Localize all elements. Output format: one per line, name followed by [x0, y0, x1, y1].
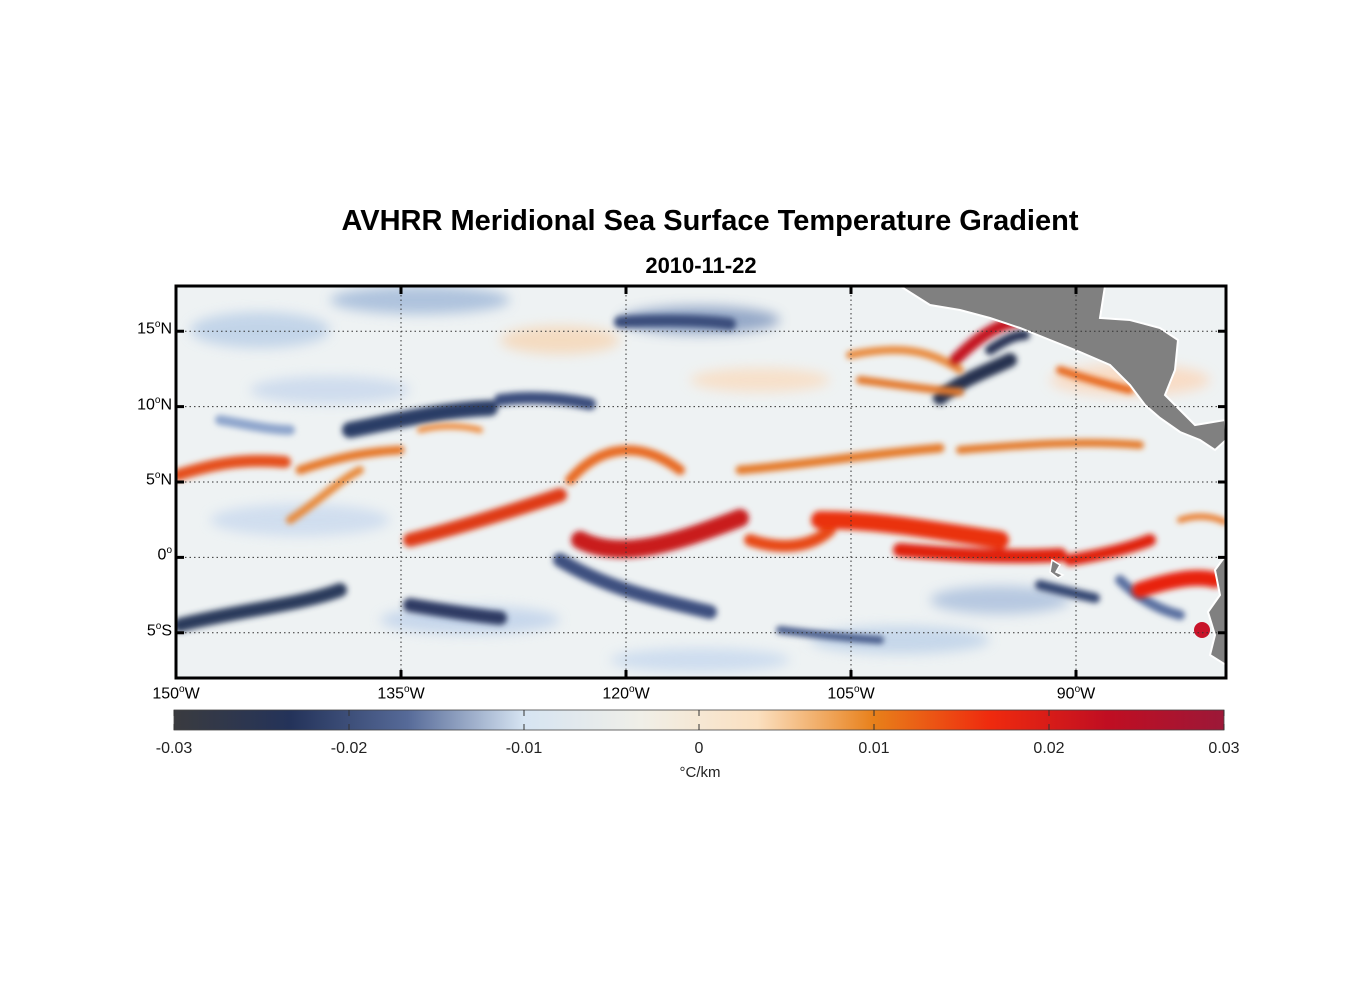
land-south-america: [1206, 553, 1226, 667]
land-galapagos: [1049, 558, 1065, 579]
y-tick-label: 0o: [157, 545, 172, 564]
negative-gradient-bands: [176, 314, 1185, 644]
colorbar-tick-label: 0.02: [1033, 740, 1065, 757]
colorbar-tick-label: -0.02: [330, 740, 368, 757]
coastal-hotspot: [1194, 622, 1210, 638]
colorbar-tick-label: -0.03: [155, 740, 193, 757]
colorbar-ticks: [173, 710, 1225, 730]
y-tick-label: 5oS: [146, 620, 172, 640]
x-tick-label: 90oW: [1056, 684, 1096, 703]
x-tick-label: 150oW: [152, 684, 200, 703]
field-layer: [176, 286, 1226, 672]
chart-subtitle: 2010-11-22: [645, 253, 757, 278]
colorbar-tick-label: 0.01: [858, 740, 890, 757]
x-tick-label: 105oW: [827, 684, 875, 703]
colorbar-tick-label: 0.03: [1208, 740, 1240, 757]
x-tick-label: 120oW: [602, 684, 650, 703]
colorbar-units: °C/km: [679, 764, 721, 781]
plot-frame: [174, 284, 1228, 680]
y-tick-label: 10oN: [137, 394, 172, 413]
land-central-america: [898, 286, 1226, 452]
chart-title: AVHRR Meridional Sea Surface Temperature…: [341, 205, 1079, 237]
colorbar-tick-label: -0.01: [505, 740, 543, 757]
colorbar-tick-label: 0: [694, 740, 704, 757]
background-variability: [190, 286, 1210, 672]
positive-gradient-bands: [176, 316, 1226, 598]
x-tick-label: 135oW: [377, 684, 425, 703]
y-tick-label: 15oN: [137, 319, 172, 338]
y-tick-label: 5oN: [145, 470, 172, 489]
